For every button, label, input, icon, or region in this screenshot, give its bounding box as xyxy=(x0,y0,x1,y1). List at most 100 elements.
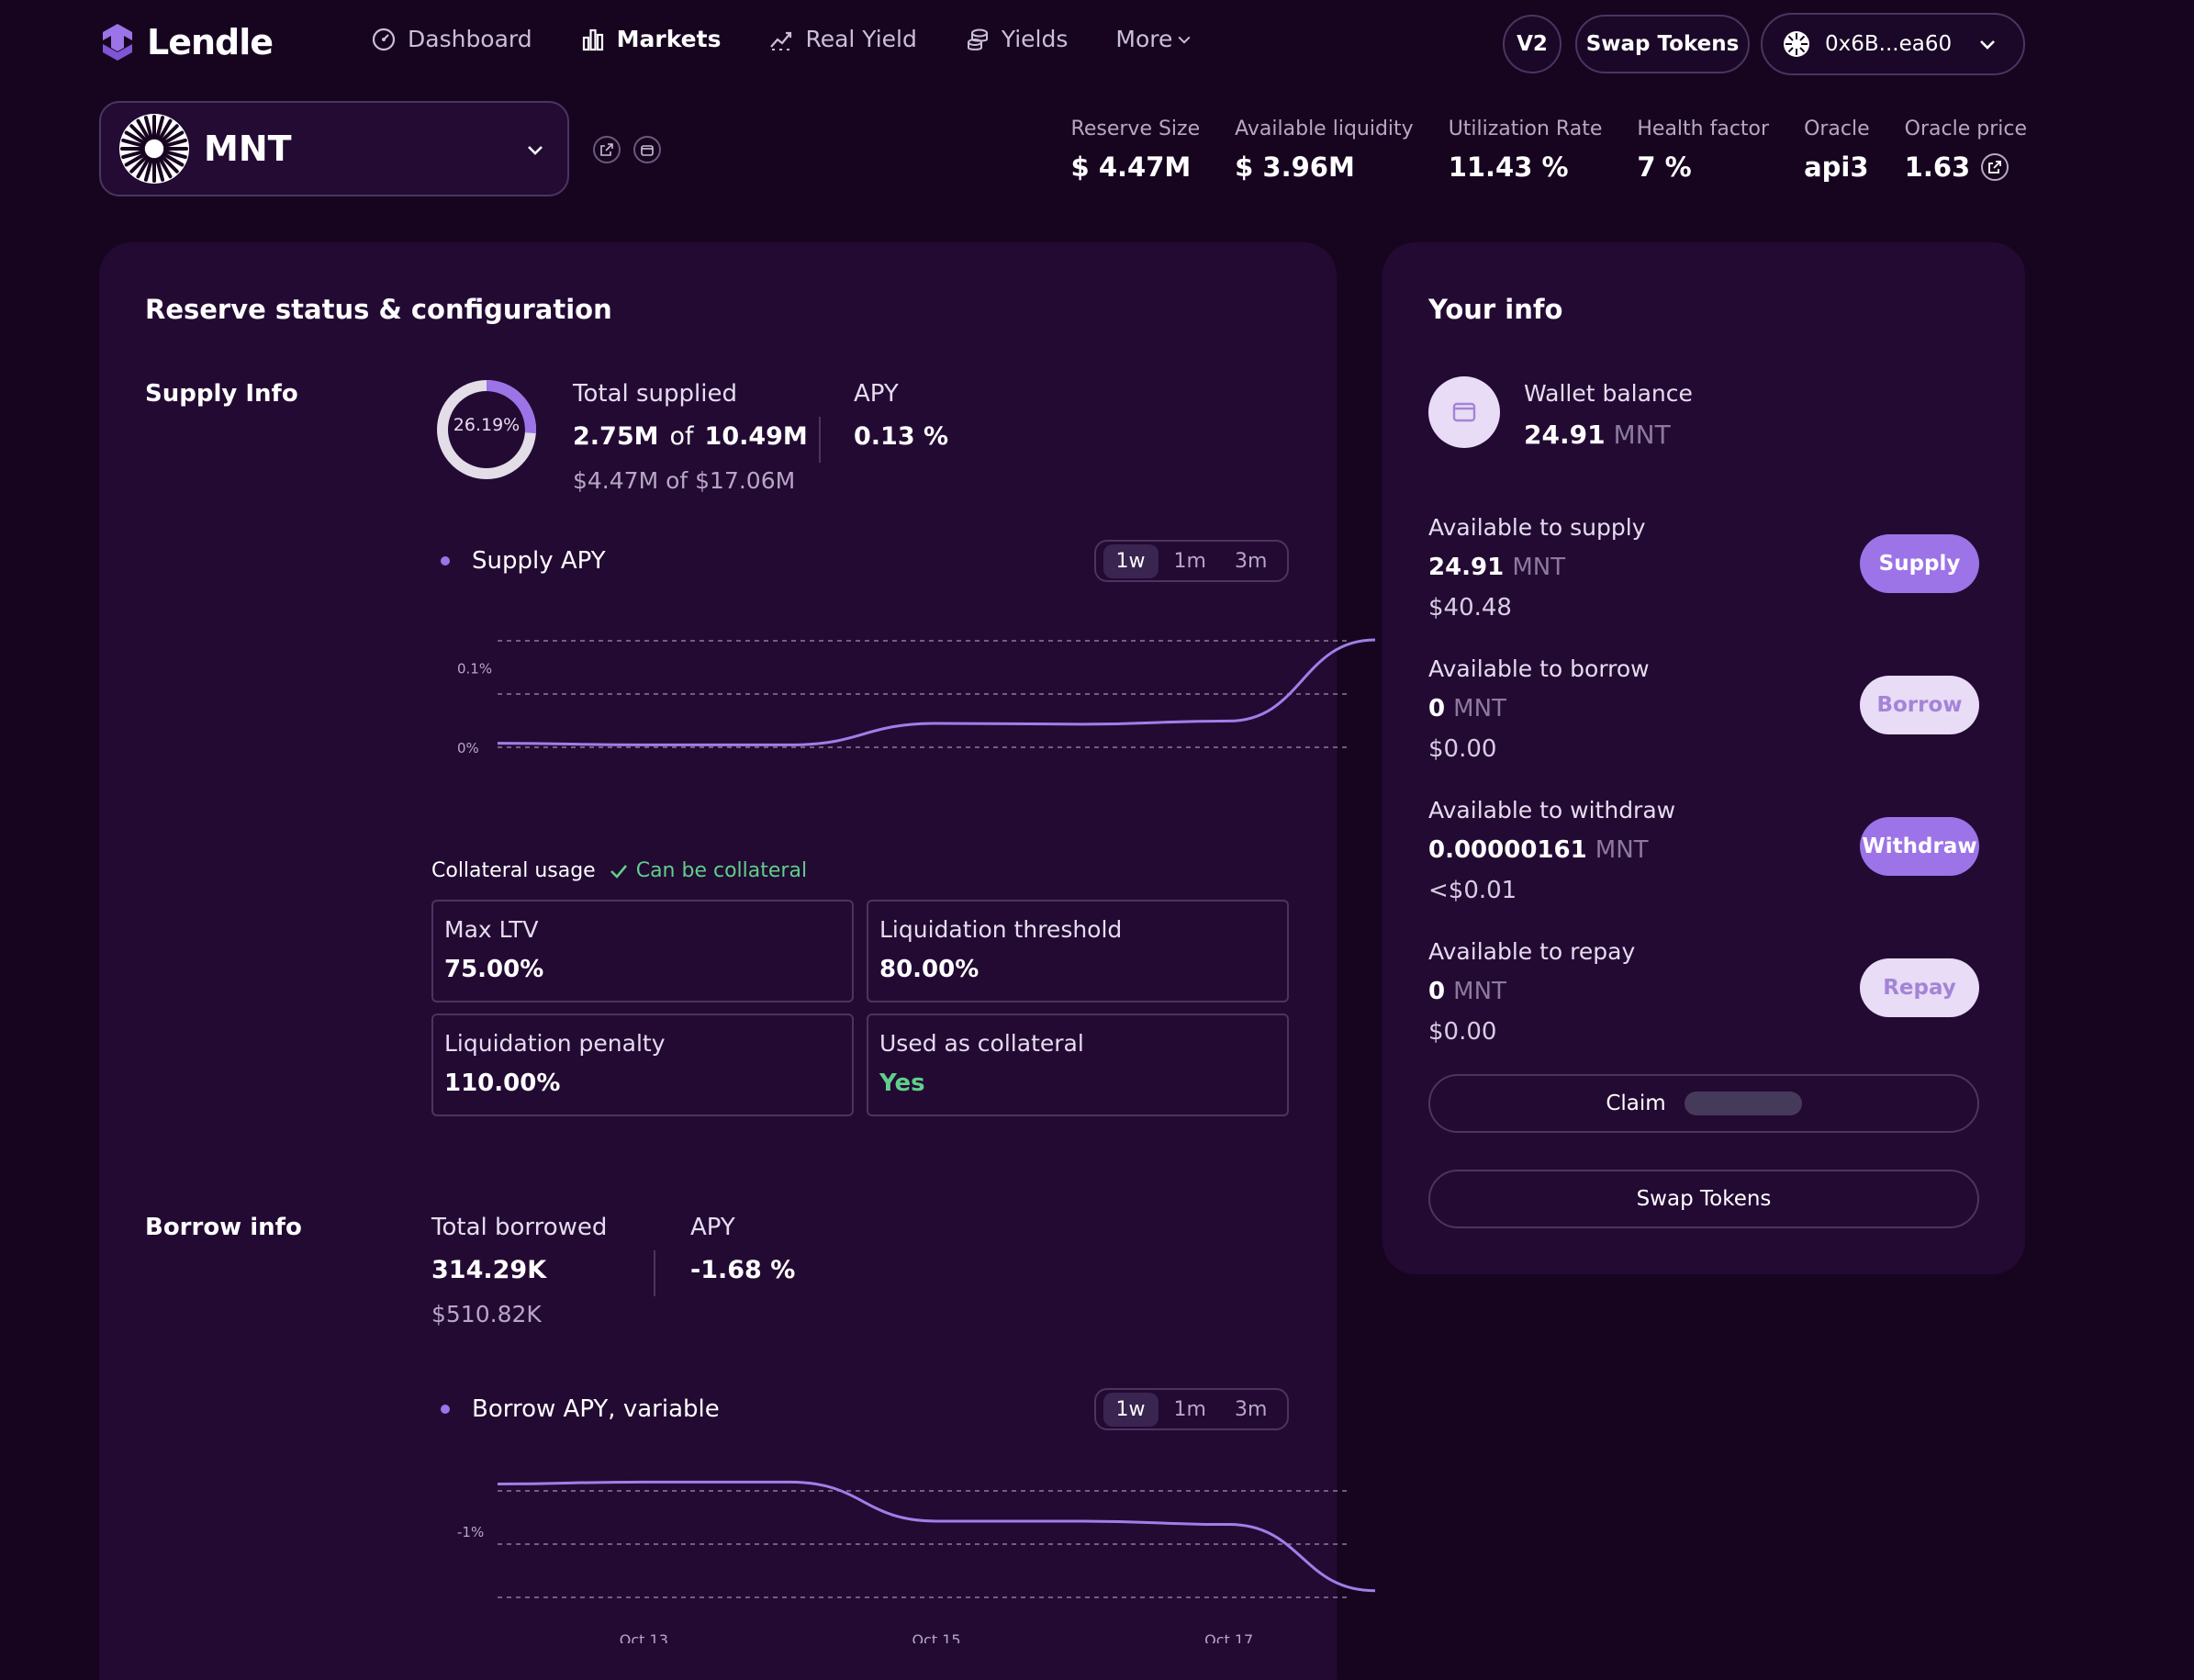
swap-tokens-label: Swap Tokens xyxy=(1585,32,1740,56)
box-value: 80.00% xyxy=(879,956,979,983)
nav-item-markets[interactable]: Markets xyxy=(580,26,721,52)
claim-button[interactable]: Claim xyxy=(1428,1074,1979,1133)
available-to-repay: Available to repay 0 MNT $0.00 xyxy=(1428,938,1635,1046)
unit: MNT xyxy=(1595,836,1649,864)
wallet-button[interactable]: 0x6B...ea60 xyxy=(1761,13,2025,75)
sunburst-ray xyxy=(155,157,165,182)
supply-ring-graphic xyxy=(437,380,536,479)
nav-item-real-yield[interactable]: Real Yield xyxy=(768,26,917,52)
timeframe-1m[interactable]: 1m xyxy=(1173,1397,1206,1421)
box-value: 110.00% xyxy=(444,1070,561,1097)
supply-info-label: Supply Info xyxy=(145,380,298,408)
sunburst-ray xyxy=(162,138,187,148)
of-label: of xyxy=(669,422,694,451)
wallet-address: 0x6B...ea60 xyxy=(1825,32,1953,56)
sunburst-ray xyxy=(162,130,185,145)
version-button[interactable]: V2 xyxy=(1503,15,1562,73)
nav-item-yields[interactable]: Yields xyxy=(965,26,1068,52)
oracle-price-value: 1.63 xyxy=(1904,151,1971,183)
app-logo[interactable]: Lendle xyxy=(99,22,274,62)
supply-button[interactable]: Supply xyxy=(1860,534,1979,593)
available-to-supply: Available to supply 24.91 MNT $40.48 xyxy=(1428,514,1646,622)
collateral-status: Can be collateral xyxy=(635,859,808,882)
supply-ring-label: 26.19% xyxy=(453,415,521,435)
stat-label: Utilization Rate xyxy=(1448,118,1603,140)
check-icon xyxy=(610,864,627,879)
stat-value: 7 % xyxy=(1637,151,1692,183)
x-tick-label: Oct 13 xyxy=(620,781,668,784)
row-label: Available to repay xyxy=(1428,938,1636,965)
mnt-token-icon xyxy=(1784,31,1809,57)
button-label: Repay xyxy=(1883,976,1956,1000)
sunburst-ray xyxy=(136,118,151,141)
sunburst-ray xyxy=(155,116,165,140)
timeframe-3m[interactable]: 3m xyxy=(1235,1397,1268,1421)
unit: MNT xyxy=(1453,978,1506,1005)
amount: 0.00000161 xyxy=(1428,836,1587,864)
x-tick-label: Oct 15 xyxy=(912,1631,960,1643)
supply-apy-label: APY xyxy=(854,380,899,408)
collateral-usage-label: Collateral usage xyxy=(431,859,596,882)
add-to-wallet-button[interactable] xyxy=(633,136,661,163)
button-label: Withdraw xyxy=(1862,834,1977,858)
chevron-down-icon xyxy=(1178,36,1191,44)
supply-chart-legend: Supply APY xyxy=(441,547,606,575)
nav-item-dashboard[interactable]: Dashboard xyxy=(371,26,532,52)
withdraw-button[interactable]: Withdraw xyxy=(1860,817,1979,876)
borrow-button[interactable]: Borrow xyxy=(1860,676,1979,734)
external-link-button[interactable] xyxy=(593,136,621,163)
button-label: Borrow xyxy=(1876,693,1963,717)
x-tick-label: Oct 17 xyxy=(1204,781,1253,784)
timeframe-3m[interactable]: 3m xyxy=(1235,549,1268,573)
swap-tokens-button[interactable]: Swap Tokens xyxy=(1428,1170,1979,1228)
main-nav: Dashboard Markets Real Yield Yields More xyxy=(371,26,1192,52)
row-label: Available to withdraw xyxy=(1428,797,1676,823)
panel-title: Reserve status & configuration xyxy=(145,294,612,325)
x-tick-label: Oct 13 xyxy=(620,1631,668,1643)
timeframe-1m[interactable]: 1m xyxy=(1173,549,1206,573)
sunburst-ray xyxy=(136,156,151,179)
box-label: Max LTV xyxy=(444,916,539,943)
repay-button[interactable]: Repay xyxy=(1860,958,1979,1017)
row-usd: $0.00 xyxy=(1428,1018,1497,1046)
timeframe-1w[interactable]: 1w xyxy=(1103,1392,1159,1427)
box-value: 75.00% xyxy=(444,956,544,983)
sunburst-ray xyxy=(121,150,146,160)
external-link-icon xyxy=(1988,161,2002,174)
total-supplied-label: Total supplied xyxy=(573,380,737,408)
total-borrowed-label: Total borrowed xyxy=(431,1214,608,1241)
timeframe-1w[interactable]: 1w xyxy=(1103,543,1159,578)
x-tick-label: Oct 17 xyxy=(1204,1631,1253,1643)
total-borrowed-usd: $510.82K xyxy=(431,1301,542,1327)
stat-value: 11.43 % xyxy=(1448,151,1569,183)
stat-oracle-price: Oracle price 1.63 xyxy=(1905,118,2027,183)
wallet-balance: Wallet balance 24.91 MNT xyxy=(1524,380,1693,450)
wallet-icon xyxy=(641,145,654,156)
y-tick-label: 0% xyxy=(457,740,479,756)
claim-amount-placeholder xyxy=(1684,1092,1802,1115)
sunburst-ray xyxy=(158,118,173,141)
nav-item-more[interactable]: More xyxy=(1115,26,1192,52)
collateral-usage: Collateral usage Can be collateral xyxy=(431,859,807,882)
borrow-apy: APY -1.68 % xyxy=(690,1214,795,1284)
chevron-down-icon xyxy=(1980,40,1995,50)
wallet-balance-unit: MNT xyxy=(1613,420,1671,450)
asset-selector[interactable]: MNT xyxy=(99,101,569,196)
sunburst-ray xyxy=(129,154,149,174)
asset-symbol: MNT xyxy=(204,129,292,169)
external-link-icon xyxy=(600,143,613,156)
sunburst-ray xyxy=(162,150,187,160)
liquidation-penalty-box: Liquidation penalty 110.00% xyxy=(431,1014,854,1116)
total-supplied-amount: 2.75M xyxy=(573,422,659,451)
stat-value: api3 xyxy=(1804,151,1869,183)
bar-chart-icon xyxy=(582,28,603,50)
oracle-link-button[interactable] xyxy=(1981,153,2009,181)
row-usd: $0.00 xyxy=(1428,735,1497,763)
supply-ring: 26.19% xyxy=(435,378,538,481)
used-as-collateral-box: Used as collateral Yes xyxy=(867,1014,1289,1116)
coins-icon xyxy=(967,28,988,50)
lendle-logo-icon xyxy=(103,24,132,61)
sunburst-ray xyxy=(162,152,185,167)
sunburst-ray xyxy=(143,157,153,182)
swap-tokens-button[interactable]: Swap Tokens xyxy=(1575,15,1750,73)
